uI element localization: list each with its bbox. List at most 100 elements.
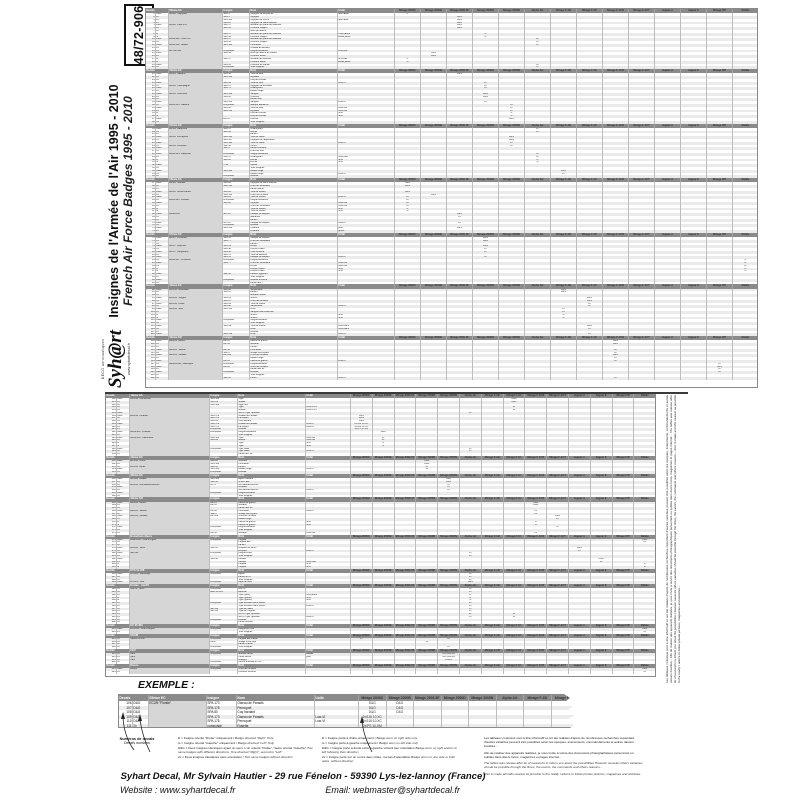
cell: [223, 294, 250, 298]
cell: Unité: [306, 455, 351, 461]
section-header-row: Decals EC 05.330 Insigne Nom Unité Mirage 200…: [106, 624, 655, 629]
aircraft-cell: [603, 98, 629, 102]
aircraft-cell: [421, 273, 447, 277]
aircraft-cell: [421, 164, 447, 167]
aircraft-cell: [681, 311, 707, 314]
cell: D&G: [117, 501, 130, 505]
aircraft-cell: 2x: [460, 575, 482, 579]
cell: 78: [146, 245, 156, 249]
decal-row: 138 2x SPA 89 Coq hardant D&G: [106, 420, 655, 423]
aircraft-cell: [482, 615, 504, 619]
aircraft-cell: [681, 136, 707, 140]
aircraft-cell: [603, 322, 629, 325]
cell: composite: [210, 628, 238, 631]
aircraft-cell: [681, 92, 707, 96]
aircraft-cell: Mirage IVP: [613, 497, 635, 502]
cell: Gris: [338, 267, 395, 271]
cell: [306, 610, 351, 614]
aircraft-cell: [395, 281, 421, 285]
aircraft-cell: [569, 507, 591, 510]
cell: SPA 65: [223, 35, 250, 39]
aircraft-cell: [591, 618, 613, 622]
aircraft-cell: Rafale: [634, 394, 655, 398]
aircraft-cell: [473, 193, 499, 197]
aircraft-cell: [707, 253, 733, 257]
aircraft-cell: [373, 643, 395, 647]
cell: [306, 658, 351, 662]
aircraft-cell: [551, 193, 577, 197]
aircraft-cell: [525, 262, 551, 265]
decal-row: 51 G Lévrier Gris G: [146, 161, 757, 165]
aircraft-cell: [416, 546, 439, 550]
aircraft-cell: D&G: [359, 701, 387, 706]
cell: D&G: [117, 552, 130, 556]
footer-email[interactable]: Email: webmaster@syhartdecal.fr: [325, 785, 460, 795]
aircraft-cell: 2x/PS04 BR: [438, 655, 460, 659]
aircraft-cell: [416, 618, 439, 622]
aircraft-cell: 2x: [547, 526, 569, 529]
cell: G: [156, 210, 169, 214]
aircraft-cell: [373, 398, 395, 401]
aircraft-cell: [504, 557, 526, 561]
cell: [169, 150, 223, 154]
aircraft-cell: [603, 164, 629, 167]
aircraft-cell: [707, 250, 733, 254]
aircraft-cell: [525, 489, 548, 492]
aircraft-cell: Rafale: [733, 69, 757, 73]
aircraft-cell: [551, 201, 577, 205]
footer-website[interactable]: Website : www.syhartdecal.fr: [120, 785, 236, 795]
cell: Guêpe: [238, 409, 306, 412]
aircraft-cell: [499, 190, 525, 194]
cell: [338, 43, 395, 47]
aircraft-cell: [577, 245, 603, 249]
decal-row: 133 2x Tigre Low-Vi F1 2x: [106, 406, 655, 410]
cell: [169, 359, 223, 363]
aircraft-cell: Mirage F-1C: [504, 534, 526, 539]
aircraft-cell: [395, 588, 417, 592]
aircraft-cell: [591, 631, 613, 634]
aircraft-cell: [499, 95, 525, 99]
aircraft-cell: [497, 719, 524, 724]
aircraft-cell: [525, 668, 548, 672]
cell: [306, 478, 351, 481]
section-header-row: Decals 30ème EC Insigne Nom Unité Mirage 2000…: [106, 473, 655, 479]
aircraft-cell: [681, 161, 707, 165]
aircraft-cell: [681, 227, 707, 230]
aircraft-cell: [591, 607, 613, 611]
aircraft-cell: [447, 259, 473, 263]
aircraft-cell: [629, 276, 655, 279]
aircraft-cell: [681, 66, 707, 70]
aircraft-cell: [416, 507, 439, 510]
cell: 2x: [117, 555, 130, 558]
aircraft-cell: [473, 302, 499, 306]
cell: 2x: [156, 322, 169, 325]
aircraft-cell: [373, 607, 395, 611]
cell: [338, 185, 395, 188]
aircraft-cell: [460, 483, 482, 487]
aircraft-cell: [577, 221, 603, 225]
aircraft-cell: [460, 428, 482, 432]
aircraft-cell: [525, 147, 551, 151]
aircraft-cell: [569, 462, 591, 466]
aircraft-cell: [421, 267, 447, 271]
aircraft-cell: [351, 478, 373, 481]
aircraft-cell: [577, 187, 603, 191]
aircraft-cell: [655, 144, 681, 148]
aircraft-cell: [551, 78, 577, 82]
aircraft-cell: [504, 573, 526, 576]
aircraft-cell: [447, 52, 473, 56]
aircraft-cell: [629, 41, 655, 44]
cell: [338, 92, 395, 96]
aircraft-cell: [447, 66, 473, 70]
decal-row: 192 2x Tigre (petit) fond jaune 2x: [106, 593, 655, 597]
aircraft-cell: [629, 139, 655, 142]
cell: [169, 29, 223, 33]
cell: 2x: [117, 483, 130, 487]
legend-item: D = Insigne orienté "Droite" uniquement …: [178, 736, 274, 740]
aircraft-cell: [681, 95, 707, 99]
cell: D&G: [117, 538, 130, 542]
cell: 133: [106, 406, 117, 410]
aircraft-cell: [473, 153, 499, 156]
cell: 2x: [117, 465, 130, 469]
aircraft-cell: [395, 354, 421, 358]
